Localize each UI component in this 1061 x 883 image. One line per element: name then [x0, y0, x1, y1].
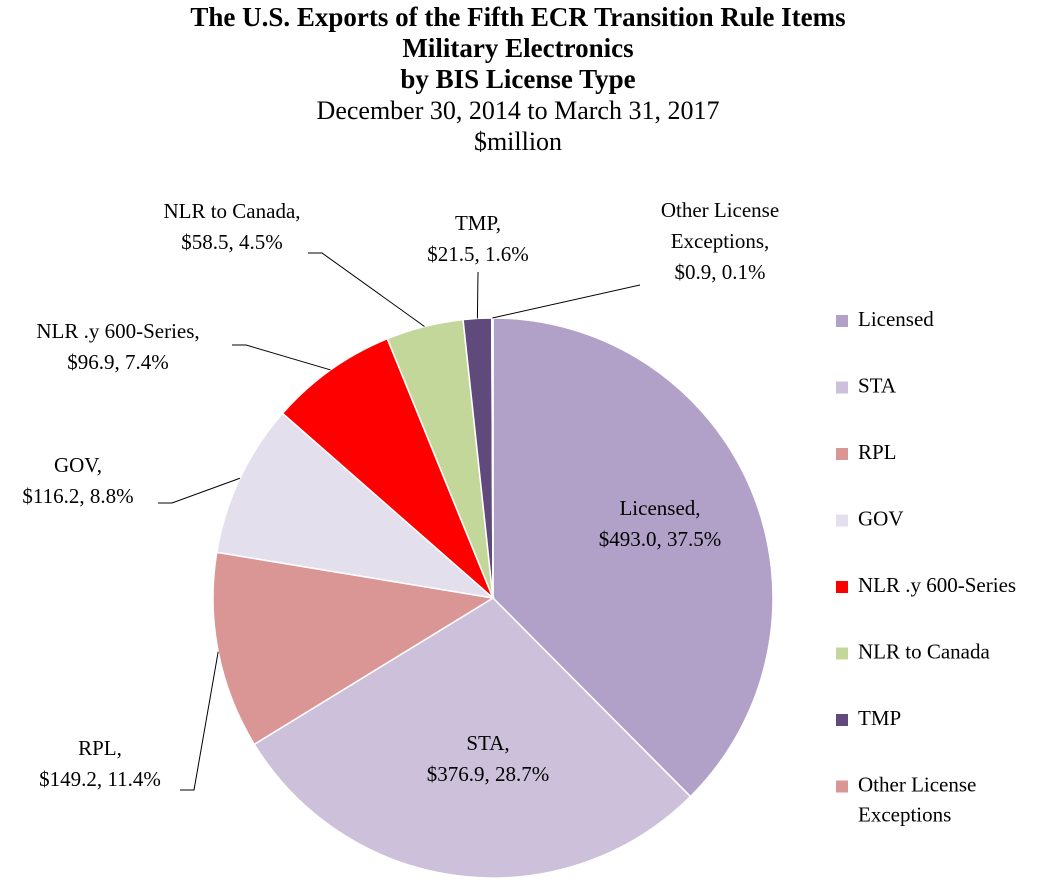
data-label: Licensed,: [619, 496, 700, 520]
pie-slice: [212, 551, 496, 746]
leader-line: [180, 651, 219, 791]
legend-swatch: [836, 381, 848, 394]
data-label: NLR to Canada,: [163, 199, 300, 223]
legend-label: Licensed: [858, 307, 934, 331]
legend-swatch: [836, 514, 848, 527]
data-label: Other License: [661, 198, 779, 222]
legend-label: STA: [858, 373, 897, 397]
pie-slice: [253, 597, 692, 879]
data-label: $96.9, 7.4%: [67, 350, 169, 374]
legend-label-line: Exceptions: [858, 802, 951, 826]
pie-slice: [215, 412, 496, 600]
legend-label: GOV: [858, 506, 904, 530]
data-label: RPL,: [78, 736, 122, 760]
pie-slice: [492, 317, 774, 798]
leader-line: [158, 477, 241, 504]
leader-line: [232, 344, 331, 371]
chart-title: Military Electronics: [402, 33, 633, 63]
data-label: $149.2, 11.4%: [39, 767, 161, 791]
data-label: TMP,: [455, 211, 501, 235]
chart-title: by BIS License Type: [400, 64, 635, 94]
legend-swatch: [836, 780, 848, 793]
legend-swatch: [836, 647, 848, 660]
legend-label: Other License Exceptions: [858, 772, 982, 826]
leader-line: [476, 271, 479, 319]
data-label: $116.2, 8.8%: [22, 484, 133, 508]
leader-line: [492, 284, 641, 319]
data-label: NLR .y 600-Series,: [36, 319, 199, 343]
chart-title: The U.S. Exports of the Fifth ECR Transi…: [190, 2, 845, 32]
data-label: STA,: [466, 731, 509, 755]
legend-label: RPL: [858, 440, 897, 464]
data-label: $58.5, 4.5%: [181, 230, 283, 254]
data-label: $493.0, 37.5%: [599, 527, 722, 551]
legend-swatch: [836, 315, 848, 327]
data-label: $21.5, 1.6%: [427, 242, 529, 266]
leader-line: [308, 252, 425, 327]
chart-subtitle: $million: [474, 127, 562, 156]
legend-label-line: Other License: [858, 772, 982, 796]
legend-swatch: [836, 714, 848, 726]
legend-swatch: [836, 581, 848, 593]
data-label: Exceptions,: [671, 229, 770, 253]
legend-label: NLR to Canada: [858, 639, 990, 663]
legend-label: TMP: [858, 706, 901, 730]
pie-slice: [281, 337, 494, 599]
data-label: $376.9, 28.7%: [427, 762, 550, 786]
legend-label: NLR .y 600-Series: [858, 573, 1016, 597]
chart-subtitle: December 30, 2014 to March 31, 2017: [317, 96, 720, 125]
data-label: $0.9, 0.1%: [675, 260, 766, 284]
data-label: GOV,: [54, 453, 102, 477]
legend-swatch: [836, 448, 848, 460]
